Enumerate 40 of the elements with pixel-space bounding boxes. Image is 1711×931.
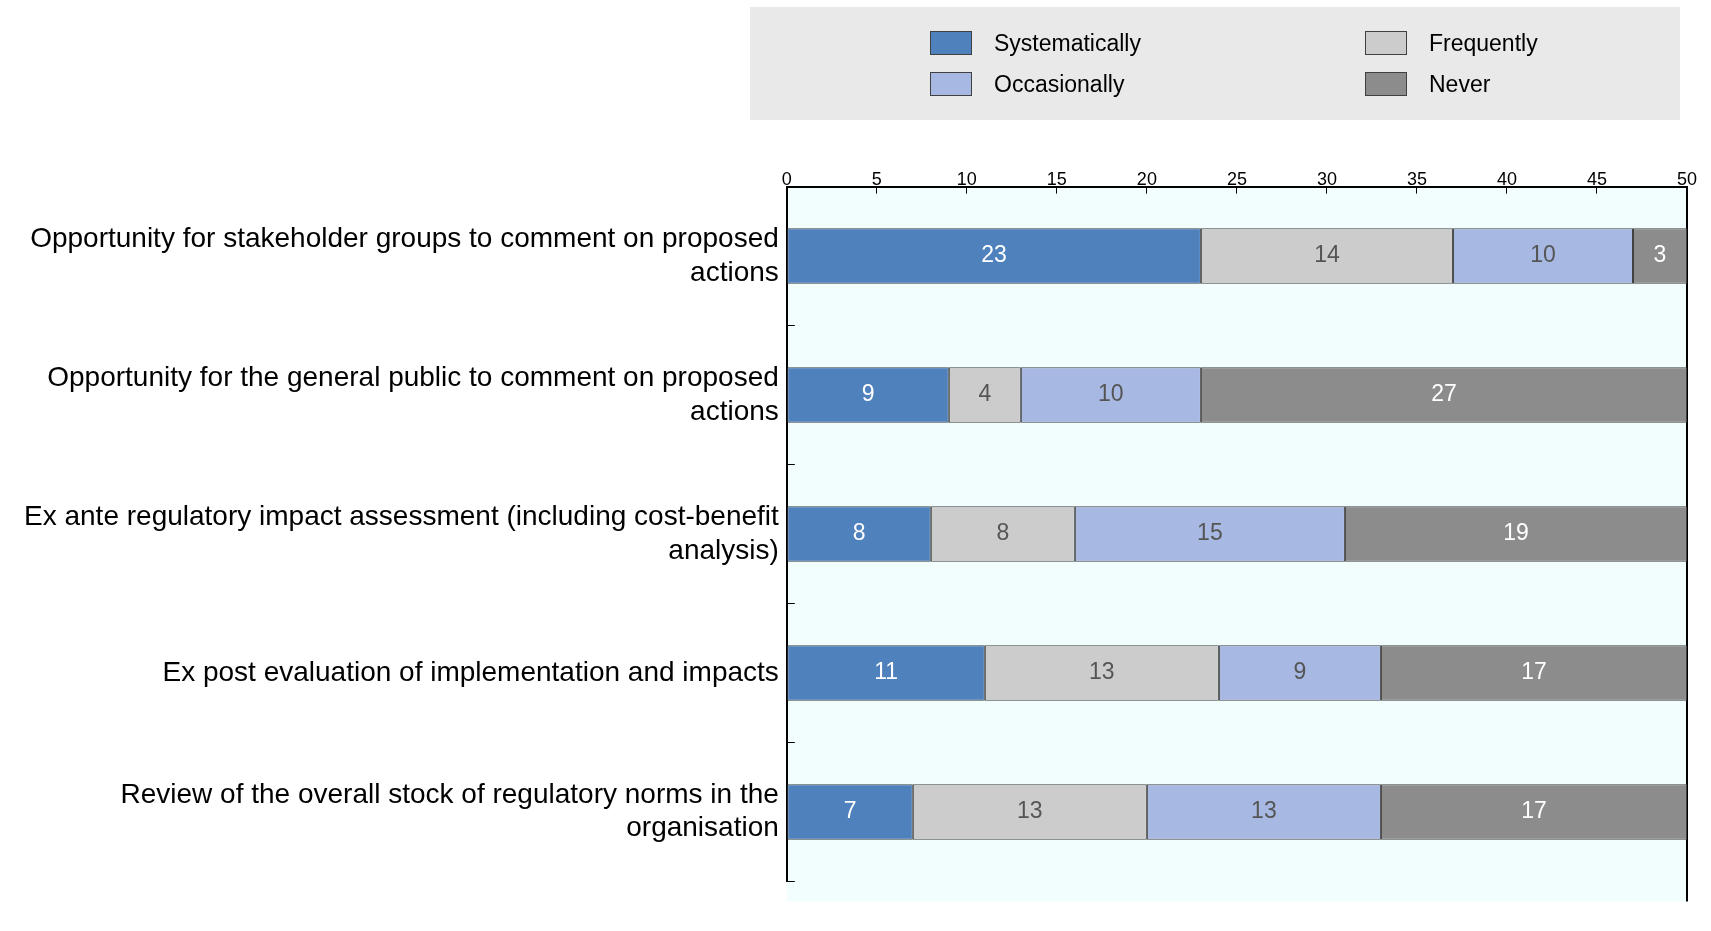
data-label: 15 <box>1197 519 1223 546</box>
x-tick-label: 30 <box>1316 168 1337 189</box>
x-tick-label: 25 <box>1226 168 1247 189</box>
data-label: 11 <box>874 658 899 685</box>
y-tick-label: Opportunity for the general public to comment on proposed actions <box>47 360 779 426</box>
data-label: 13 <box>1089 658 1115 685</box>
data-label: 4 <box>978 380 992 407</box>
legend-label: Systematically <box>994 29 1141 57</box>
data-label: 14 <box>1314 241 1340 268</box>
data-label: 7 <box>843 797 857 824</box>
x-tick-label: 35 <box>1406 168 1427 189</box>
x-tick-label: 20 <box>1136 168 1157 189</box>
y-tick-label: Ex post evaluation of implementation and impacts <box>162 655 779 687</box>
data-label: 3 <box>1653 241 1667 268</box>
data-label: 9 <box>861 380 875 407</box>
data-label: 13 <box>1017 797 1043 824</box>
data-label: 10 <box>1530 241 1556 268</box>
legend-label: Occasionally <box>994 70 1125 98</box>
data-label: 8 <box>852 519 866 546</box>
data-label: 27 <box>1431 380 1457 407</box>
y-tick-label: Review of the overall stock of regulatory norms in the organisation <box>120 777 779 843</box>
data-label: 19 <box>1503 519 1529 546</box>
data-label: 13 <box>1251 797 1277 824</box>
x-tick-label: 5 <box>871 168 882 189</box>
data-label: 23 <box>981 241 1007 268</box>
x-tick-label: 50 <box>1676 168 1698 189</box>
data-label: 17 <box>1521 658 1547 685</box>
y-tick-label: Opportunity for stakeholder groups to comment on proposed actions <box>30 222 779 287</box>
x-tick-label: 15 <box>1046 168 1067 189</box>
legend-label: Frequently <box>1429 29 1538 57</box>
x-tick-label: 40 <box>1496 168 1517 189</box>
data-label: 17 <box>1521 797 1547 824</box>
data-label: 9 <box>1293 658 1307 685</box>
legend-label: Never <box>1429 70 1491 98</box>
x-tick-label: 10 <box>956 168 977 189</box>
data-label: 8 <box>996 519 1010 546</box>
x-tick-label: 0 <box>781 168 792 189</box>
data-label: 10 <box>1098 380 1124 407</box>
x-tick-label: 45 <box>1586 168 1607 189</box>
y-tick-label: Ex ante regulatory impact assessment (including cost-benefit analysis) <box>24 499 780 565</box>
